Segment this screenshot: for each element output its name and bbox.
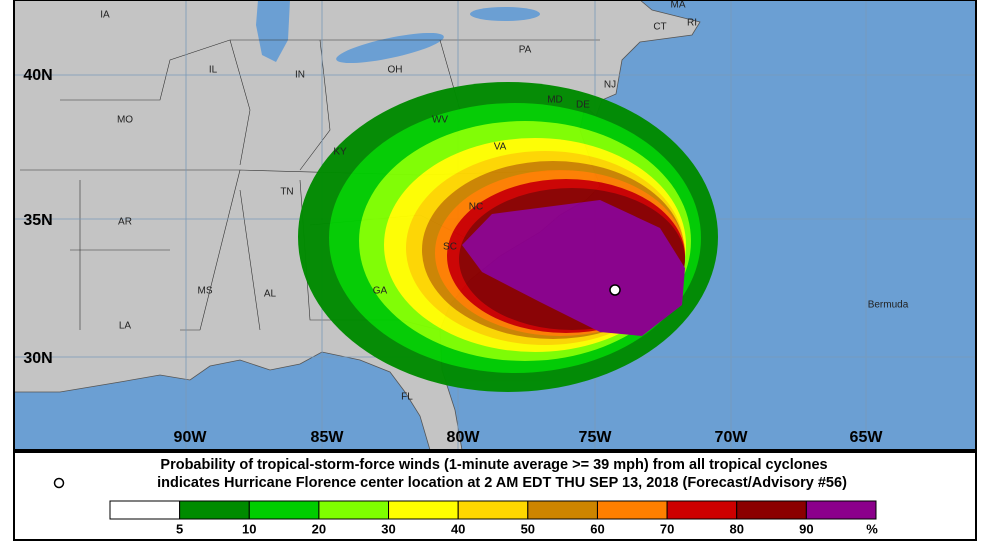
state-label: Bermuda xyxy=(868,300,909,311)
state-label: SC xyxy=(443,242,457,253)
lon-label: 85W xyxy=(311,429,345,446)
legend-label: 90 xyxy=(799,521,813,536)
state-label: PA xyxy=(519,45,532,56)
legend-label: 20 xyxy=(312,521,326,536)
legend-label: 80 xyxy=(729,521,743,536)
state-label: IL xyxy=(209,65,218,76)
lake xyxy=(256,0,290,62)
legend-swatch xyxy=(318,500,390,520)
legend: 5 10 20 30 40 50 60 70 80 90% xyxy=(109,500,878,536)
state-label: FL xyxy=(401,392,413,403)
legend-swatch xyxy=(527,500,598,520)
state-label: MS xyxy=(198,286,213,297)
caption-line: indicates Hurricane Florence center loca… xyxy=(157,475,847,491)
legend-label: 70 xyxy=(660,521,674,536)
legend-swatch xyxy=(457,500,529,520)
state-label: WV xyxy=(432,115,448,126)
lon-label: 65W xyxy=(850,429,884,446)
state-label: AR xyxy=(118,217,132,228)
state-label: MA xyxy=(671,0,686,11)
legend-label: 5 xyxy=(176,521,183,536)
legend-swatch xyxy=(248,500,320,520)
legend-label: 10 xyxy=(242,521,256,536)
band xyxy=(462,200,685,336)
legend-label: % xyxy=(866,521,878,536)
state-label: TN xyxy=(280,187,293,198)
state-label: NC xyxy=(469,202,483,213)
lon-label: 70W xyxy=(715,429,749,446)
legend-panel xyxy=(13,451,977,541)
state-label: MO xyxy=(117,115,133,126)
state-label: AL xyxy=(264,289,277,300)
map-frame xyxy=(13,0,977,451)
legend-label: 40 xyxy=(451,521,465,536)
legend-swatch xyxy=(805,500,877,520)
legend-label: 30 xyxy=(381,521,395,536)
state-label: NJ xyxy=(604,80,616,91)
state-label: GA xyxy=(373,286,388,297)
caption-symbol xyxy=(53,477,65,489)
lake xyxy=(470,7,540,21)
state-label: RI xyxy=(687,18,697,29)
caption-line: Probability of tropical-storm-force wind… xyxy=(160,457,827,473)
state-label: OH xyxy=(388,65,403,76)
lake xyxy=(336,32,444,64)
probability-contours xyxy=(298,82,718,392)
lat-label: 35N xyxy=(23,212,52,229)
lon-label: 90W xyxy=(174,429,208,446)
legend-swatch xyxy=(596,500,668,520)
lon-label: 75W xyxy=(579,429,613,446)
state-label: KY xyxy=(333,147,347,158)
state-label: CT xyxy=(653,22,666,33)
legend-swatch xyxy=(666,500,738,520)
legend-swatch xyxy=(109,500,181,520)
state-label: LA xyxy=(119,321,132,332)
legend-swatch xyxy=(736,500,807,520)
state-label: IA xyxy=(100,10,110,21)
legend-swatch xyxy=(388,500,459,520)
legend-swatch xyxy=(179,500,250,520)
coordinate-labels: 40N 35N 30N 90W 85W 80W 75W 70W 65W xyxy=(23,67,883,446)
legend-label: 50 xyxy=(521,521,535,536)
lat-label: 40N xyxy=(23,67,52,84)
state-label: MD xyxy=(547,95,563,106)
lon-label: 80W xyxy=(447,429,481,446)
state-label: VA xyxy=(494,142,507,153)
storm-center xyxy=(609,284,621,296)
state-label: DE xyxy=(576,100,590,111)
legend-label: 60 xyxy=(590,521,604,536)
lat-label: 30N xyxy=(23,350,52,367)
state-labels: IA IL IN OH PA MA CT RI NJ MO WV VA KY M… xyxy=(100,0,908,403)
state-label: IN xyxy=(295,70,305,81)
